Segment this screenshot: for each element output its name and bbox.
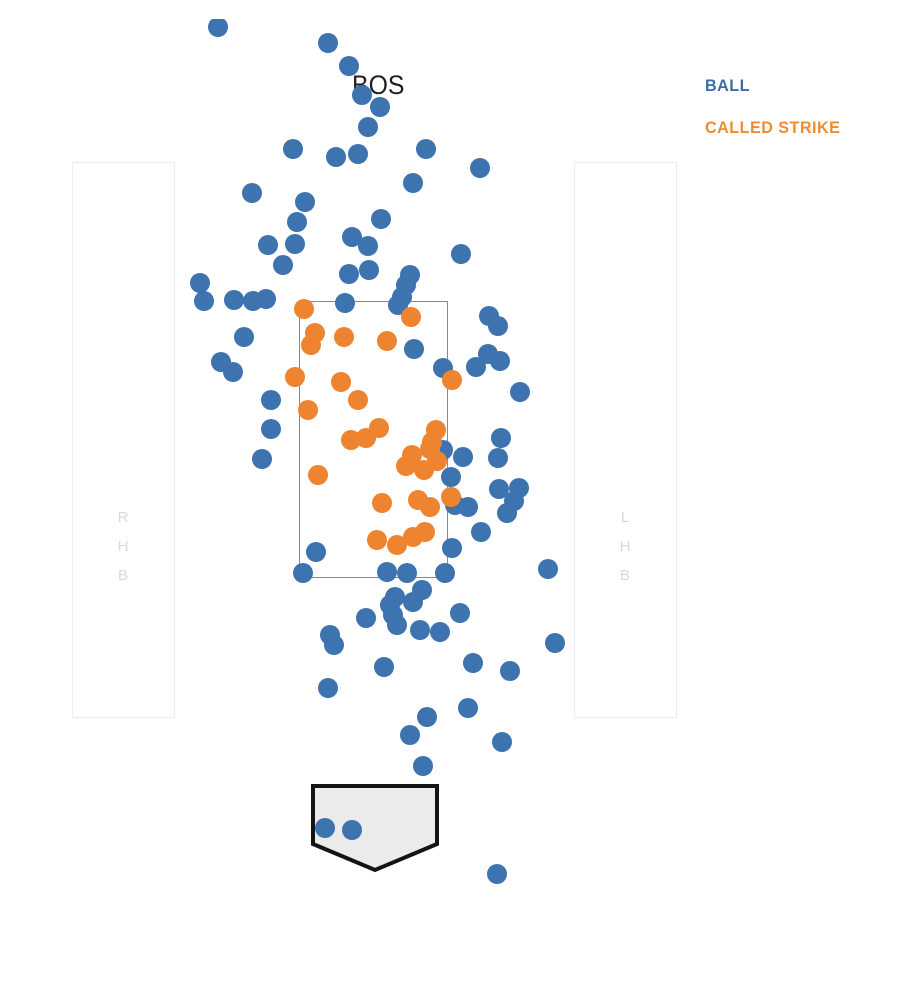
batter-box-letter: H	[117, 538, 130, 555]
ball-dot	[488, 316, 508, 336]
ball-dot	[470, 158, 490, 178]
batter-box-letter: B	[619, 567, 631, 584]
ball-dot	[471, 522, 491, 542]
ball-dot	[387, 615, 407, 635]
ball-dot	[445, 495, 465, 515]
ball-dot	[410, 620, 430, 640]
ball-dot	[396, 275, 416, 295]
ball-dot	[510, 382, 530, 402]
batter-box-letter: H	[619, 538, 632, 555]
ball-dot	[342, 227, 362, 247]
ball-dot	[320, 625, 340, 645]
ball-dot	[261, 419, 281, 439]
batter-box-letter: B	[117, 567, 129, 584]
ball-dot	[208, 19, 228, 37]
home-plate-shape	[311, 784, 439, 873]
ball-dot	[324, 635, 344, 655]
ball-dot	[463, 653, 483, 673]
ball-dot	[479, 306, 499, 326]
ball-dot	[450, 603, 470, 623]
ball-dot	[358, 236, 378, 256]
strike-zone-outline	[299, 301, 448, 578]
ball-dot	[488, 448, 508, 468]
ball-dot	[492, 732, 512, 752]
ball-dot	[285, 234, 305, 254]
ball-dot	[417, 707, 437, 727]
ball-dot	[261, 390, 281, 410]
home-plate	[311, 784, 439, 873]
legend: BALL CALLED STRIKE	[705, 76, 848, 138]
ball-dot	[430, 622, 450, 642]
legend-item-called-strike: CALLED STRIKE	[705, 118, 841, 137]
ball-dot	[545, 633, 565, 653]
ball-dot	[211, 352, 231, 372]
ball-dot	[223, 362, 243, 382]
ball-dot	[194, 291, 214, 311]
ball-dot	[487, 864, 507, 884]
ball-dot	[287, 212, 307, 232]
ball-dot	[451, 244, 471, 264]
ball-dot	[458, 497, 478, 517]
ball-dot	[491, 428, 511, 448]
ball-dot	[403, 592, 423, 612]
ball-dot	[453, 447, 473, 467]
ball-dot	[489, 479, 509, 499]
ball-dot	[400, 725, 420, 745]
ball-dot	[356, 608, 376, 628]
ball-dot	[371, 209, 391, 229]
batter-box-letter: L	[620, 509, 631, 526]
ball-dot	[466, 357, 486, 377]
ball-dot	[358, 117, 378, 137]
ball-dot	[490, 351, 510, 371]
batter-box-letter: R	[117, 509, 130, 526]
ball-dot	[242, 183, 262, 203]
ball-dot	[412, 580, 432, 600]
ball-dot	[458, 698, 478, 718]
ball-dot	[380, 595, 400, 615]
ball-dot	[500, 661, 520, 681]
ball-dot	[538, 559, 558, 579]
ball-dot	[359, 260, 379, 280]
ball-dot	[339, 264, 359, 284]
ball-dot	[252, 449, 272, 469]
ball-dot	[413, 756, 433, 776]
ball-dot	[318, 33, 338, 53]
legend-item-ball: BALL	[705, 76, 750, 95]
ball-dot	[256, 289, 276, 309]
ball-dot	[497, 503, 517, 523]
ball-dot	[385, 587, 405, 607]
ball-dot	[383, 605, 403, 625]
ball-dot	[374, 657, 394, 677]
ball-dot	[243, 291, 263, 311]
ball-dot	[416, 139, 436, 159]
ball-dot	[326, 147, 346, 167]
ball-dot	[258, 235, 278, 255]
ball-dot	[509, 478, 529, 498]
ball-dot	[283, 139, 303, 159]
ball-dot	[190, 273, 210, 293]
ball-dot	[234, 327, 254, 347]
ball-dot	[318, 678, 338, 698]
ball-dot	[224, 290, 244, 310]
ball-dot	[478, 344, 498, 364]
ball-dot	[273, 255, 293, 275]
ball-dot	[403, 173, 423, 193]
ball-dot	[504, 491, 524, 511]
ball-dot	[295, 192, 315, 212]
ball-dot	[348, 144, 368, 164]
team-label: BOS	[352, 70, 405, 100]
ball-dot	[400, 265, 420, 285]
